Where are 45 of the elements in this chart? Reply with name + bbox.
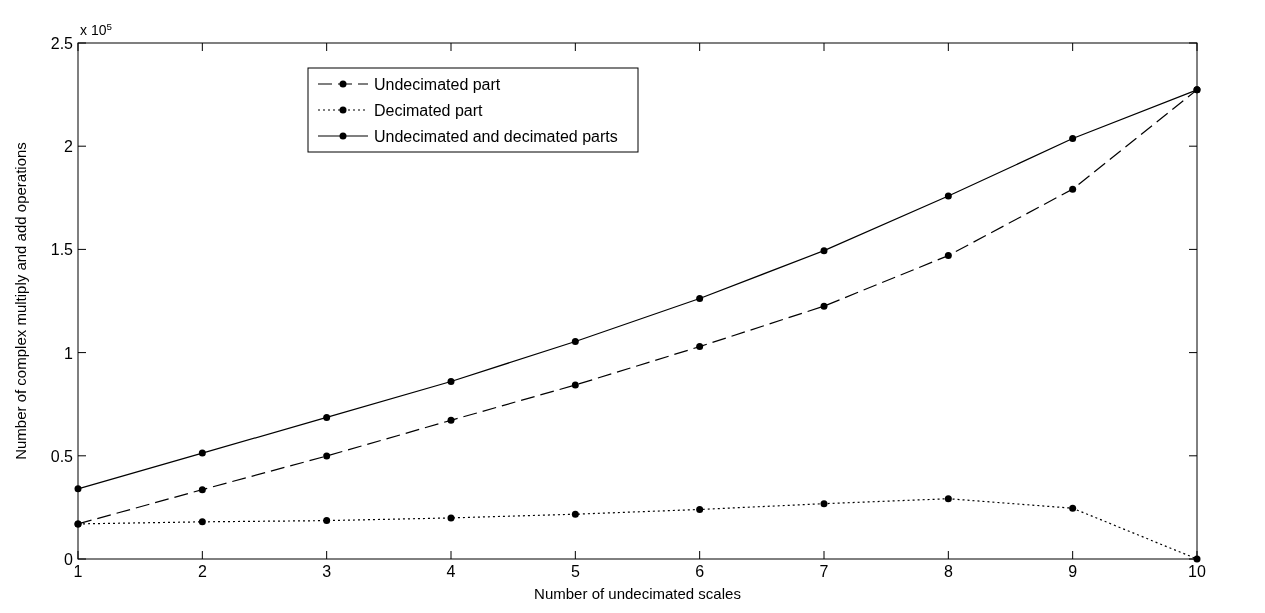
point [198,518,206,526]
point [820,500,828,508]
point [696,295,704,303]
point [447,378,455,385]
x-tick-label: 5 [570,563,580,580]
legend-label: Undecimated and decimated parts [374,128,618,145]
point [571,337,579,345]
point [944,192,952,200]
point [944,495,952,503]
x-tick-label: 2 [197,563,207,580]
point [323,517,331,525]
y-axis-title: Number of complex multiply and add operations [12,142,29,460]
legend-label: Undecimated part [374,76,501,93]
legend-label: Decimated part [374,102,484,119]
point [198,449,206,457]
point [323,413,331,421]
point [944,252,952,260]
y-tick-label: 1.5 [50,241,74,259]
x-tick-label: 8 [943,563,953,580]
point [447,514,455,522]
point [571,381,579,389]
y-tick-label: 1 [64,344,74,362]
point [1069,135,1077,143]
point [1069,185,1077,193]
x-tick-label: 6 [695,563,705,580]
point [1069,504,1077,512]
point [571,510,579,518]
x-tick-label: 7 [819,563,829,580]
point [198,486,206,494]
point [820,302,828,310]
point [820,247,828,255]
x-tick-label: 10 [1188,563,1206,580]
x-tick-label: 9 [1068,563,1078,580]
x-tick-label: 3 [322,563,332,580]
y-tick-label: 0.5 [50,447,74,465]
point [447,416,455,424]
y-tick-label: 2 [64,138,74,156]
y-tick-label: 0 [64,551,74,568]
text: x 10$^{5}$ [80,20,113,38]
y-tick-label: 2.5 [50,35,74,52]
point [323,452,331,460]
point [696,343,704,351]
point [696,505,704,513]
x-axis-title: Number of undecimated scales [534,585,741,602]
x-tick-label: 4 [446,563,456,580]
